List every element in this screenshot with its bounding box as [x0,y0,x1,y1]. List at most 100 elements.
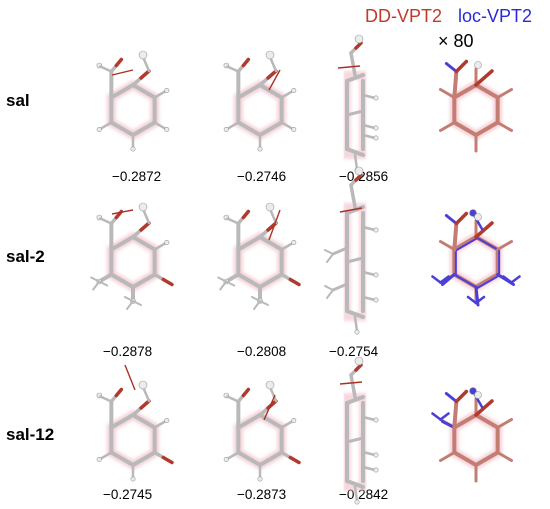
bond [258,406,270,417]
loc-bond [440,420,456,429]
ring-bond [345,309,365,319]
hydroxyl-hydrogen [354,34,364,44]
bond [217,276,228,283]
bond [131,228,143,239]
bond [139,399,151,410]
hydrogen-atom [96,127,102,133]
molecule-sal-12-mode-3 [339,356,379,505]
hydroxyl-hydrogen [265,380,275,390]
bond [251,296,261,302]
ring-bond [131,120,157,137]
bond [268,55,278,73]
bond [454,211,469,226]
displacement-vector [268,69,281,91]
bond [326,289,334,299]
hydrogen-atom [291,240,297,246]
hydrogen-atom [223,127,229,133]
displacement-vector [263,394,276,421]
ring-bond [474,450,500,467]
ch-bond [361,465,377,472]
ring-bond [258,272,284,289]
bond [253,300,261,310]
ring-bond [236,450,262,467]
molecule-sal-mode-1 [96,50,170,152]
ring-bond [452,413,478,430]
aldehyde-bond [349,373,357,399]
displacement-vector [268,209,281,241]
value-sal-1: −0.2872 [112,169,161,184]
ring-bond [131,450,157,467]
hydrogen-atom [164,240,170,246]
bond [454,59,469,74]
loc-bond [440,273,456,286]
ring-bond [258,120,284,137]
value-sal-2: −0.2746 [237,169,286,184]
bond [139,221,151,232]
bond [466,295,478,305]
molecule-sal-2-mode-3 [324,166,379,335]
loc-aldehyde-bond [444,392,458,403]
ring-bond [236,413,262,430]
loc-aldehyde-bond [444,214,458,225]
bond [502,275,513,284]
overlay-bond [496,240,514,251]
aldehyde-bond [452,69,459,100]
atom [354,329,360,335]
aldehyde-bond [452,399,459,430]
ring-bond [345,436,365,444]
loc-aldehyde-bond [444,62,458,73]
ring-bond [452,83,478,100]
ring-bond [236,120,262,137]
ring-bond [109,83,135,100]
hydroxyl-hydrogen [138,50,148,60]
bond [241,387,251,398]
ring-bond [474,272,500,289]
hydrogen-atom [373,135,379,141]
hydrogen-atom [223,456,229,462]
loc-hydroxyl-hydrogen [469,387,477,395]
hydroxyl-hydrogen [265,202,275,212]
ring-bond [345,109,365,117]
ring-bond [131,235,157,252]
ch-bond [361,270,377,277]
ring-bond [345,395,365,405]
overlay-bond [438,240,456,251]
ring-bond [258,450,284,467]
value-sal-12-2: −0.2873 [237,487,286,502]
bond [353,153,359,171]
hydrogen-atom [373,95,379,101]
bond [92,280,101,291]
bond [139,69,151,80]
bond [219,280,228,291]
overlay-bond [496,121,514,132]
ring-bond [131,413,157,430]
molecule-sal-12-overlay [431,387,514,483]
bond [474,295,486,305]
hydrogen-atom [257,476,263,482]
displacement-vector [339,207,363,213]
bond [226,395,240,403]
bond [258,76,270,87]
ring-bond [345,73,365,83]
bond [431,412,442,421]
bond [161,277,174,287]
row-label-sal: sal [6,91,30,110]
displacement-vector [124,364,136,391]
molecule-sal-overlay [438,59,514,153]
hydrogen-atom [373,227,379,233]
substituent-bond [331,282,349,292]
hydroxyl-hydrogen [138,380,148,390]
displacement-vector [111,209,134,215]
bond [90,276,101,283]
bond [114,387,124,398]
molecule-sal-12-mode-2 [223,380,301,482]
ring-bond [474,83,500,100]
ring-bond [452,235,478,252]
ring-bond [345,147,365,157]
bond [141,385,151,403]
displacement-vector [337,65,361,69]
bond [354,41,363,50]
bond [354,363,363,372]
